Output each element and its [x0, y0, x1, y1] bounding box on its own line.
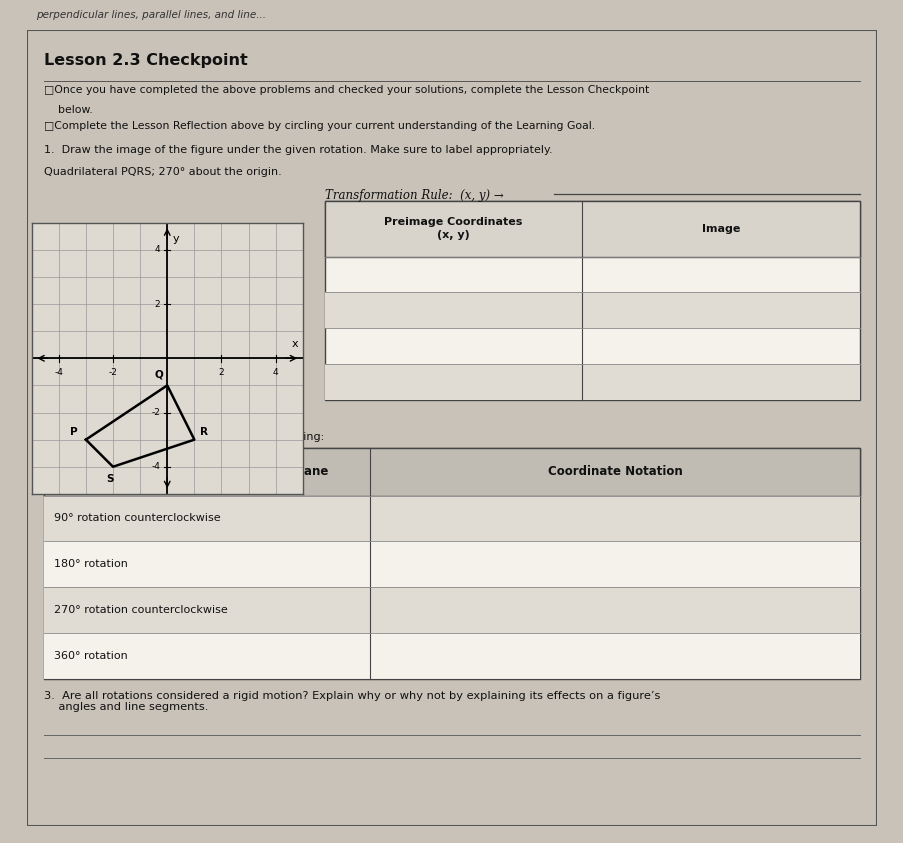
Bar — [324, 293, 859, 328]
Text: P: P — [70, 427, 78, 437]
Text: Image: Image — [701, 223, 739, 234]
Bar — [44, 541, 859, 587]
Text: 4: 4 — [273, 368, 278, 377]
Text: x: x — [292, 339, 298, 349]
Text: -2: -2 — [108, 368, 117, 377]
Text: S: S — [107, 474, 114, 484]
Text: 270° rotation counterclockwise: 270° rotation counterclockwise — [54, 605, 228, 615]
Bar — [44, 587, 859, 633]
Text: Lesson 2.3 Checkpoint: Lesson 2.3 Checkpoint — [44, 53, 247, 68]
Text: 4: 4 — [154, 245, 161, 255]
Text: Coordinate Notation: Coordinate Notation — [547, 465, 682, 478]
Text: y: y — [172, 234, 179, 244]
Text: 2: 2 — [219, 368, 224, 377]
Text: Transformation Rule:  (x, y) →: Transformation Rule: (x, y) → — [324, 189, 503, 201]
Bar — [44, 496, 859, 541]
Text: -4: -4 — [152, 462, 161, 471]
Text: 2: 2 — [154, 299, 161, 309]
Bar — [44, 633, 859, 679]
Bar — [324, 364, 859, 400]
Bar — [44, 448, 859, 679]
Text: -4: -4 — [54, 368, 63, 377]
Text: □Once you have completed the above problems and checked your solutions, complete: □Once you have completed the above probl… — [44, 85, 648, 95]
Text: Preimage Coordinates
(x, y): Preimage Coordinates (x, y) — [384, 217, 522, 240]
Text: Quadrilateral PQRS; 270° about the origin.: Quadrilateral PQRS; 270° about the origi… — [44, 167, 282, 176]
Bar — [324, 201, 859, 400]
Text: 1.  Draw the image of the figure under the given rotation. Make sure to label ap: 1. Draw the image of the figure under th… — [44, 145, 552, 155]
Bar — [44, 448, 859, 496]
Text: 3.  Are all rotations considered a rigid motion? Explain why or why not by expla: 3. Are all rotations considered a rigid … — [44, 690, 660, 712]
Text: 2.  Write the coordinate notation for the following:: 2. Write the coordinate notation for the… — [44, 432, 324, 442]
Text: Q: Q — [154, 370, 163, 380]
Text: 180° rotation: 180° rotation — [54, 559, 128, 569]
Text: R: R — [200, 427, 208, 437]
Text: below.: below. — [44, 105, 93, 115]
Text: perpendicular lines, parallel lines, and line...: perpendicular lines, parallel lines, and… — [36, 10, 265, 19]
Text: 90° rotation counterclockwise: 90° rotation counterclockwise — [54, 513, 220, 524]
Text: 360° rotation: 360° rotation — [54, 651, 128, 661]
Text: -2: -2 — [152, 408, 161, 417]
Text: □Complete the Lesson Reflection above by circling your current understanding of : □Complete the Lesson Reflection above by… — [44, 121, 594, 132]
Text: Rules for Rotation on a Coordinate Plane: Rules for Rotation on a Coordinate Plane — [57, 465, 328, 478]
Bar — [324, 201, 859, 256]
